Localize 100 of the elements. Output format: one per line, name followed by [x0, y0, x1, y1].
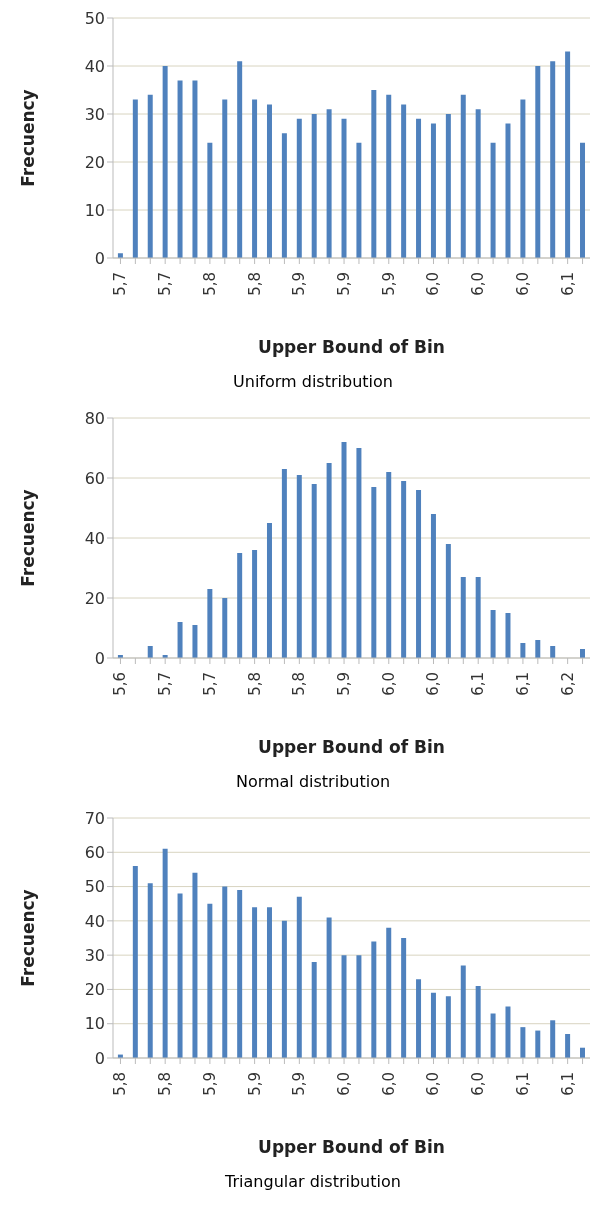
x-tick-label: 5,8 — [200, 272, 219, 296]
bar — [326, 463, 332, 658]
x-tick-label: 5,9 — [290, 1072, 309, 1096]
y-tick-label: 20 — [84, 588, 105, 608]
bar — [371, 487, 377, 658]
bar — [490, 1013, 496, 1058]
x-tick-label: 6,0 — [379, 1072, 398, 1096]
bar — [401, 104, 407, 258]
bar — [550, 646, 556, 658]
bar — [177, 80, 183, 258]
y-tick-label: 20 — [84, 152, 105, 172]
y-tick-label: 30 — [84, 104, 105, 124]
bar — [356, 448, 362, 658]
bar — [535, 1030, 541, 1058]
bar — [252, 99, 258, 258]
bar — [147, 94, 153, 258]
bar — [505, 613, 511, 658]
y-tick-label: 40 — [84, 911, 105, 931]
y-tick-label: 80 — [84, 408, 105, 428]
bar — [162, 848, 168, 1058]
x-tick-label: 5,9 — [200, 1072, 219, 1096]
x-tick-label: 6,2 — [558, 672, 577, 696]
bar — [222, 99, 228, 258]
bar — [296, 475, 302, 658]
x-tick-label: 6,0 — [335, 1072, 354, 1096]
bar — [147, 883, 153, 1058]
bar — [460, 965, 466, 1058]
x-tick-label: 6,0 — [469, 272, 488, 296]
bar — [386, 927, 392, 1058]
y-tick-label: 20 — [84, 980, 105, 1000]
bar — [445, 114, 451, 258]
bar — [445, 996, 451, 1058]
bar — [535, 66, 541, 258]
bar — [430, 123, 436, 258]
bar — [311, 962, 317, 1058]
bar — [207, 142, 213, 258]
bar — [416, 979, 422, 1058]
y-tick-label: 0 — [94, 1048, 105, 1068]
bar — [341, 955, 347, 1058]
bar — [475, 986, 481, 1058]
bar — [266, 104, 272, 258]
y-tick-label: 10 — [84, 1014, 105, 1034]
y-tick-label: 30 — [84, 945, 105, 965]
bar — [311, 114, 317, 258]
y-tick-label: 40 — [84, 56, 105, 76]
bar — [356, 955, 362, 1058]
x-tick-label: 5,9 — [335, 272, 354, 296]
bar — [490, 142, 496, 258]
bar — [341, 118, 347, 258]
bar — [565, 51, 571, 258]
bar — [252, 907, 258, 1058]
bar — [222, 598, 228, 658]
x-tick-label: 6,0 — [424, 272, 443, 296]
y-tick-label: 50 — [84, 8, 105, 28]
bar — [565, 1034, 571, 1058]
bar — [386, 94, 392, 258]
bar — [520, 1027, 526, 1058]
x-tick-label: 5,7 — [156, 672, 175, 696]
x-tick-label: 5,6 — [111, 672, 130, 696]
bar — [520, 643, 526, 658]
bar — [356, 142, 362, 258]
bar — [237, 553, 243, 658]
bar — [505, 123, 511, 258]
bar — [207, 903, 213, 1058]
y-tick-label: 0 — [94, 248, 105, 268]
x-tick-label: 5,9 — [245, 1072, 264, 1096]
x-tick-label: 6,0 — [379, 672, 398, 696]
bar — [371, 941, 377, 1058]
bar — [580, 142, 586, 258]
x-axis-title: Upper Bound of Bin — [258, 337, 445, 357]
x-tick-label: 5,8 — [111, 1072, 130, 1096]
x-tick-label: 6,0 — [469, 1072, 488, 1096]
bar — [252, 550, 258, 658]
bar — [460, 577, 466, 658]
bar — [505, 1006, 511, 1058]
y-axis-title: Frecuency — [18, 489, 39, 587]
bar — [281, 133, 287, 258]
bar — [207, 589, 213, 658]
bar — [430, 992, 436, 1058]
x-tick-label: 5,8 — [245, 672, 264, 696]
x-tick-label: 5,9 — [379, 272, 398, 296]
x-tick-label: 5,8 — [290, 672, 309, 696]
bar — [401, 938, 407, 1058]
text: Uniform distribution — [232, 372, 394, 391]
bar — [177, 893, 183, 1058]
x-tick-label: 6,0 — [424, 672, 443, 696]
y-tick-label: 10 — [84, 200, 105, 220]
bar — [386, 472, 392, 658]
x-tick-label: 6,1 — [513, 672, 532, 696]
x-tick-label: 6,1 — [558, 272, 577, 296]
x-tick-label: 6,1 — [513, 1072, 532, 1096]
bar — [192, 872, 198, 1058]
x-tick-label: 5,8 — [156, 1072, 175, 1096]
bar — [475, 109, 481, 258]
bar — [192, 625, 198, 658]
x-tick-label: 5,7 — [111, 272, 130, 296]
bar — [371, 90, 377, 258]
x-tick-label: 5,7 — [156, 272, 175, 296]
bar — [281, 920, 287, 1058]
bar — [416, 118, 422, 258]
